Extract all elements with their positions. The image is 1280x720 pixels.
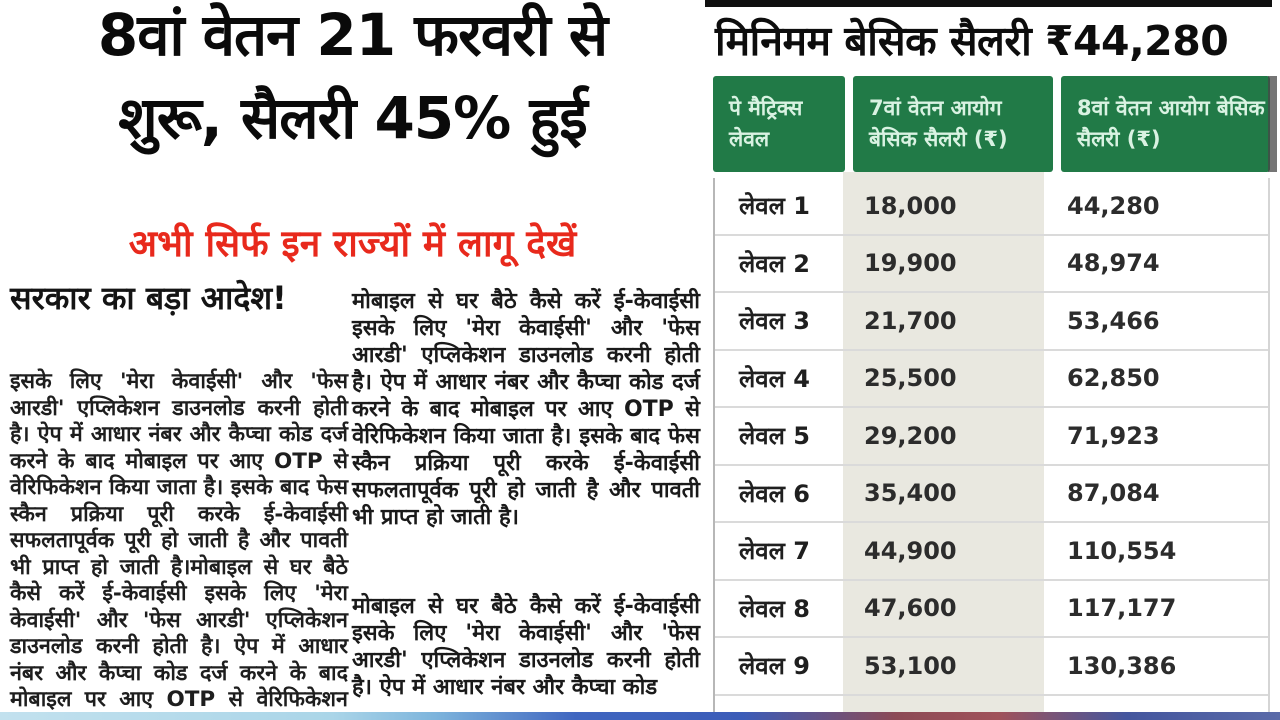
- level-cell: लेवल 5: [739, 422, 810, 451]
- table-row: लेवल 8 47,600 117,177: [715, 581, 1268, 638]
- table-row: लेवल 3 21,700 53,466: [715, 293, 1268, 351]
- bottom-strip: [0, 712, 1280, 720]
- salary-8th-cell: 44,280: [1067, 191, 1160, 220]
- salary-7th-cell: 21,700: [864, 306, 957, 335]
- table-header-8th-pay: 8वां वेतन आयोग बेसिक सैलरी (₹): [1061, 76, 1270, 172]
- level-cell: लेवल 6: [739, 479, 810, 508]
- headline-line-2: शुरू, सैलरी 45% हुई: [118, 84, 588, 152]
- salary-7th-cell: 29,200: [864, 421, 957, 450]
- news-column-2: मोबाइल से घर बैठे कैसे करें ई-केवाईसी इस…: [352, 288, 700, 701]
- table-header-level: पे मैट्रिक्स लेवल: [713, 76, 845, 172]
- top-black-bar: [705, 0, 1272, 7]
- subheadline-red: अभी सिर्फ इन राज्यों में लागू देखें: [128, 222, 577, 265]
- salary-8th-cell: 87,084: [1067, 479, 1160, 508]
- table-row: लेवल 2 19,900 48,974: [715, 236, 1268, 293]
- table-row: लेवल 9 53,100 130,386: [715, 638, 1268, 696]
- salary-8th-cell: 110,554: [1067, 536, 1177, 565]
- news-column-1: सरकार का बड़ा आदेश! इसके लिए 'मेरा केवाई…: [10, 276, 348, 720]
- left-panel: 8वां वेतन 21 फरवरी से शुरू, सैलरी 45% हु…: [0, 0, 705, 720]
- salary-7th-cell: 53,100: [864, 651, 957, 680]
- level-cell: लेवल 8: [739, 594, 810, 623]
- salary-table: पे मैट्रिक्स लेवल 7वां वेतन आयोग बेसिक स…: [713, 76, 1277, 720]
- middle-column-band: [843, 172, 1044, 720]
- salary-7th-cell: 19,900: [864, 249, 957, 278]
- table-title: मिनिमम बेसिक सैलरी ₹44,280: [715, 17, 1229, 65]
- header-edge-shadow: [1268, 76, 1277, 172]
- level-cell: लेवल 3: [739, 307, 810, 336]
- level-cell: लेवल 4: [739, 364, 810, 393]
- table-row: लेवल 6 35,400 87,084: [715, 466, 1268, 523]
- salary-8th-cell: 53,466: [1067, 306, 1160, 335]
- level-cell: लेवल 9: [739, 652, 810, 681]
- main-headline: 8वां वेतन 21 फरवरी से शुरू, सैलरी 45% हु…: [0, 0, 705, 160]
- salary-7th-cell: 18,000: [864, 191, 957, 220]
- salary-7th-cell: 25,500: [864, 364, 957, 393]
- salary-7th-cell: 44,900: [864, 536, 957, 565]
- salary-8th-cell: 62,850: [1067, 364, 1160, 393]
- table-header-row: पे मैट्रिक्स लेवल 7वां वेतन आयोग बेसिक स…: [713, 76, 1277, 172]
- salary-8th-cell: 48,974: [1067, 249, 1160, 278]
- table-row: लेवल 5 29,200 71,923: [715, 408, 1268, 466]
- salary-8th-cell: 117,177: [1067, 594, 1177, 623]
- salary-7th-cell: 47,600: [864, 594, 957, 623]
- table-row: लेवल 1 18,000 44,280: [715, 178, 1268, 236]
- news-paragraph-col1: इसके लिए 'मेरा केवाईसी' और 'फेस आरडी' एप…: [10, 369, 348, 720]
- salary-8th-cell: 71,923: [1067, 421, 1160, 450]
- news-paragraph-col2-2: मोबाइल से घर बैठे कैसे करें ई-केवाईसी इस…: [352, 594, 700, 700]
- news-heading: सरकार का बड़ा आदेश!: [10, 279, 287, 317]
- table-row: लेवल 4 25,500 62,850: [715, 351, 1268, 408]
- table-row: लेवल 7 44,900 110,554: [715, 523, 1268, 581]
- news-paragraph-col2-1: मोबाइल से घर बैठे कैसे करें ई-केवाईसी इस…: [352, 289, 700, 530]
- salary-7th-cell: 35,400: [864, 479, 957, 508]
- level-cell: लेवल 7: [739, 537, 810, 566]
- right-panel: मिनिमम बेसिक सैलरी ₹44,280 पे मैट्रिक्स …: [705, 0, 1280, 720]
- level-cell: लेवल 2: [739, 249, 810, 278]
- table-header-7th-pay: 7वां वेतन आयोग बेसिक सैलरी (₹): [853, 76, 1053, 172]
- headline-line-1: 8वां वेतन 21 फरवरी से: [97, 1, 608, 69]
- level-cell: लेवल 1: [739, 192, 810, 221]
- salary-8th-cell: 130,386: [1067, 651, 1177, 680]
- table-body: लेवल 1 18,000 44,280 लेवल 2 19,900 48,97…: [713, 172, 1270, 720]
